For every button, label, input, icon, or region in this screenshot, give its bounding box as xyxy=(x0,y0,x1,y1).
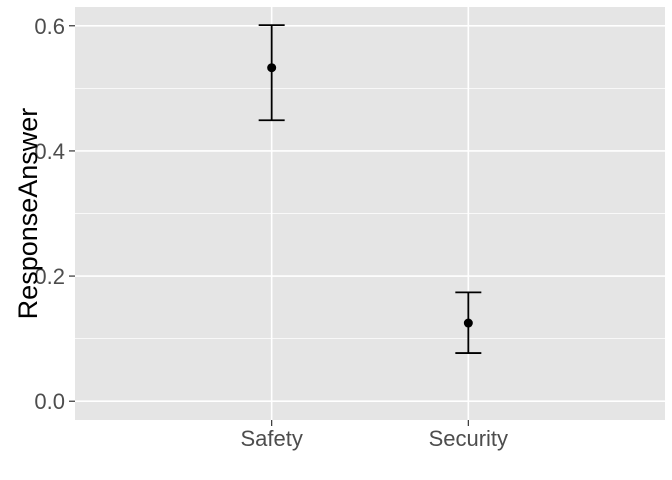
data-point-security xyxy=(463,318,473,328)
x-tick-label: Safety xyxy=(240,426,302,451)
data-point-safety xyxy=(267,63,277,73)
x-axis: Safety Security xyxy=(240,420,508,451)
y-tick-label: 0.4 xyxy=(34,139,65,164)
data-marks xyxy=(258,24,482,354)
y-tick-label: 0.6 xyxy=(34,14,65,39)
x-tick-label: Security xyxy=(429,426,508,451)
y-axis-title: ResponseAnswer xyxy=(13,108,43,320)
y-tick-label: 0.0 xyxy=(34,389,65,414)
y-tick-label: 0.2 xyxy=(34,264,65,289)
y-axis: 0.0 0.2 0.4 0.6 xyxy=(34,14,75,414)
